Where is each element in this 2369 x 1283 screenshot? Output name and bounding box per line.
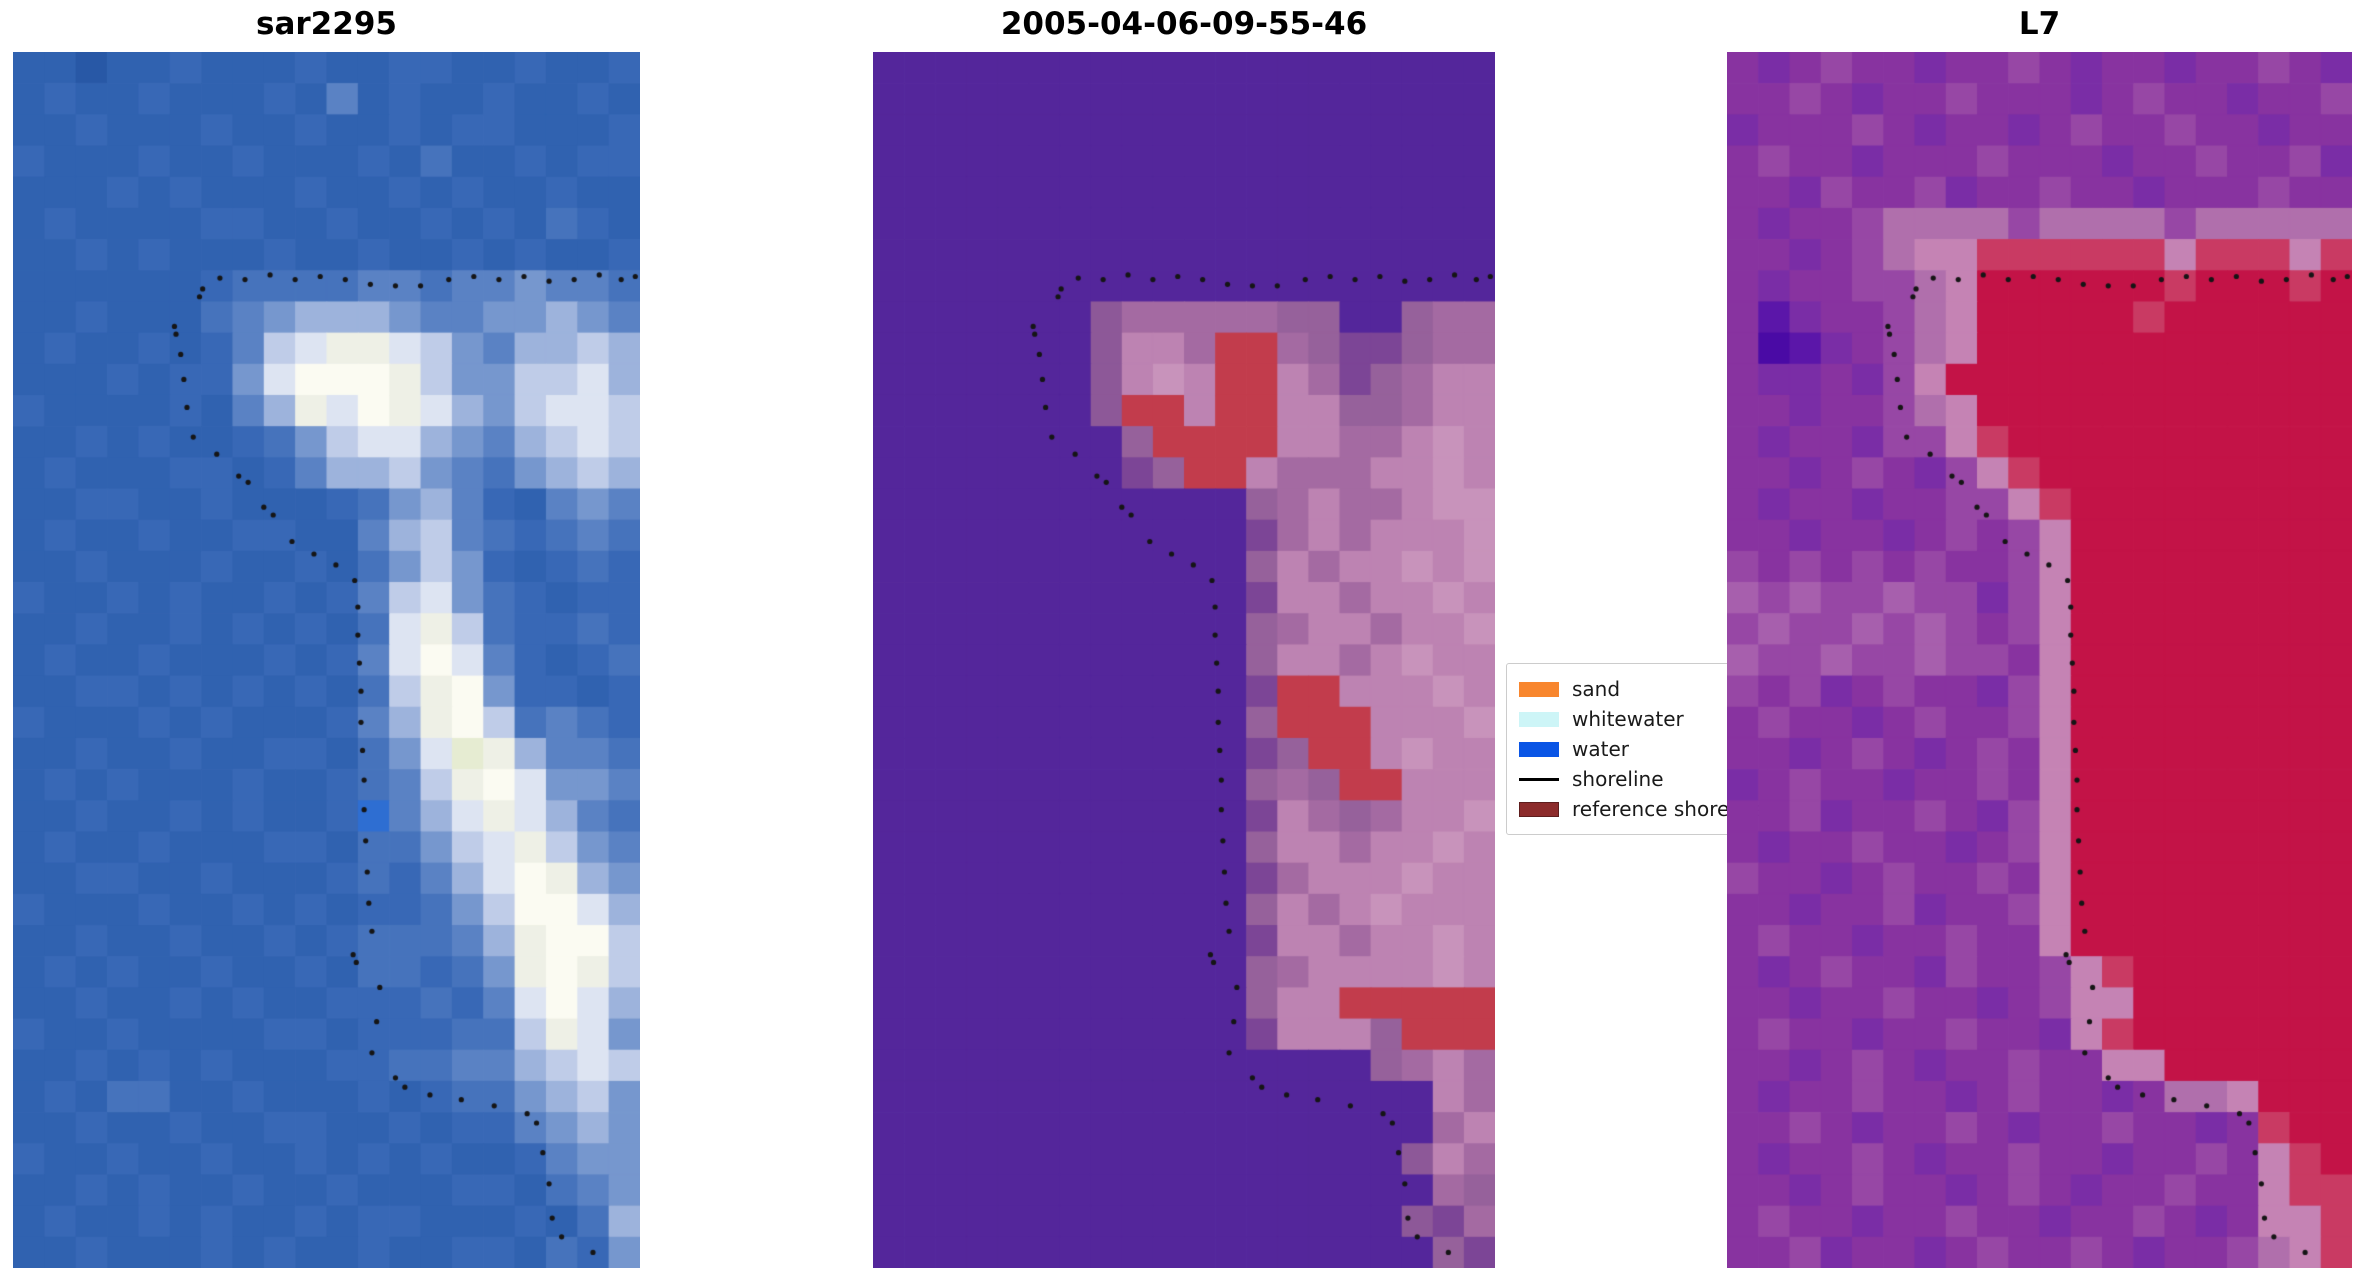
reference-shoreline-swatch-icon [1519, 801, 1559, 817]
legend-label: shoreline [1572, 767, 1664, 791]
panel-title-sar2295: sar2295 [256, 6, 397, 42]
panel-title-timestamp: 2005-04-06-09-55-46 [1000, 6, 1368, 42]
l7-raster [1727, 52, 2352, 1268]
legend-item-sand: sand [1519, 674, 1755, 704]
legend-label: whitewater [1572, 707, 1684, 731]
legend-item-shoreline: shoreline [1519, 764, 1755, 794]
shoreline-line-icon [1519, 777, 1559, 781]
legend: sand whitewater water shoreline referenc… [1506, 663, 1768, 835]
legend-label: water [1572, 737, 1629, 761]
panel-title-l7: L7 [2018, 6, 2061, 42]
whitewater-swatch-icon [1519, 711, 1559, 727]
panel-image-l7 [1727, 52, 2352, 1268]
panel-image-classification [873, 52, 1495, 1268]
water-swatch-icon [1519, 741, 1559, 757]
sar2295-raster [13, 52, 640, 1268]
classification-raster [873, 52, 1495, 1268]
sand-swatch-icon [1519, 681, 1559, 697]
legend-item-water: water [1519, 734, 1755, 764]
panel-image-sar2295 [13, 52, 640, 1268]
legend-label: sand [1572, 677, 1621, 701]
legend-item-reference-shoreline: reference shoreline [1519, 794, 1765, 824]
legend-item-whitewater: whitewater [1519, 704, 1755, 734]
